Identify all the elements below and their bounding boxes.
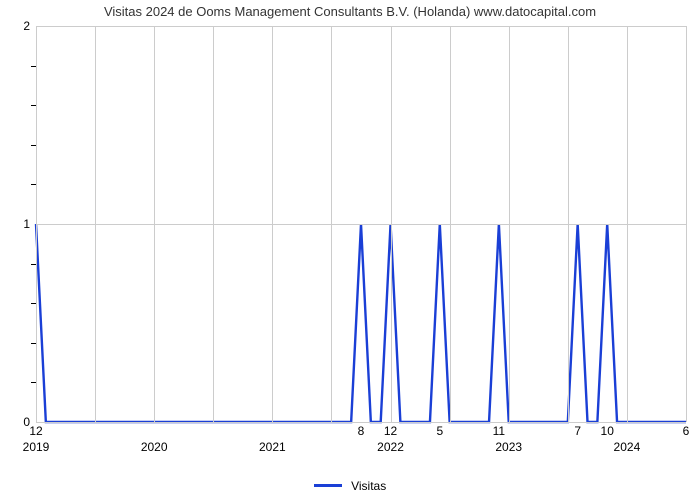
x-tick-label-bottom: 2024	[614, 440, 641, 454]
x-tick-label-top: 11	[493, 422, 505, 438]
y-tick-label: 2	[23, 19, 36, 33]
y-minor-tick	[31, 343, 36, 344]
x-tick-label-top: 10	[601, 422, 614, 438]
x-tick-label-bottom: 2019	[23, 440, 50, 454]
legend-label: Visitas	[351, 479, 386, 493]
x-tick-label-top: 7	[574, 422, 581, 438]
y-minor-tick	[31, 145, 36, 146]
y-minor-tick	[31, 66, 36, 67]
y-minor-tick	[31, 184, 36, 185]
chart-title: Visitas 2024 de Ooms Management Consulta…	[0, 4, 700, 19]
x-tick-label-top: 6	[683, 422, 690, 438]
legend: Visitas	[0, 478, 700, 493]
y-minor-tick	[31, 105, 36, 106]
x-tick-label-top: 8	[358, 422, 365, 438]
x-tick-label-top: 12	[384, 422, 397, 438]
y-minor-tick	[31, 264, 36, 265]
gridline-vertical	[686, 26, 687, 422]
x-tick-label-bottom: 2021	[259, 440, 286, 454]
x-tick-label-bottom: 2023	[495, 440, 522, 454]
x-tick-label-top: 5	[436, 422, 443, 438]
x-tick-label-top: 12	[29, 422, 42, 438]
chart-container: { "chart": { "type": "line", "title": "V…	[0, 0, 700, 500]
y-minor-tick	[31, 382, 36, 383]
plot-area: 012128125117106201920202021202220232024	[36, 26, 686, 422]
gridline-horizontal	[36, 26, 686, 27]
x-tick-label-bottom: 2022	[377, 440, 404, 454]
legend-swatch	[314, 484, 342, 487]
x-tick-label-bottom: 2020	[141, 440, 168, 454]
y-minor-tick	[31, 303, 36, 304]
y-tick-label: 1	[23, 217, 36, 231]
gridline-horizontal	[36, 224, 686, 225]
